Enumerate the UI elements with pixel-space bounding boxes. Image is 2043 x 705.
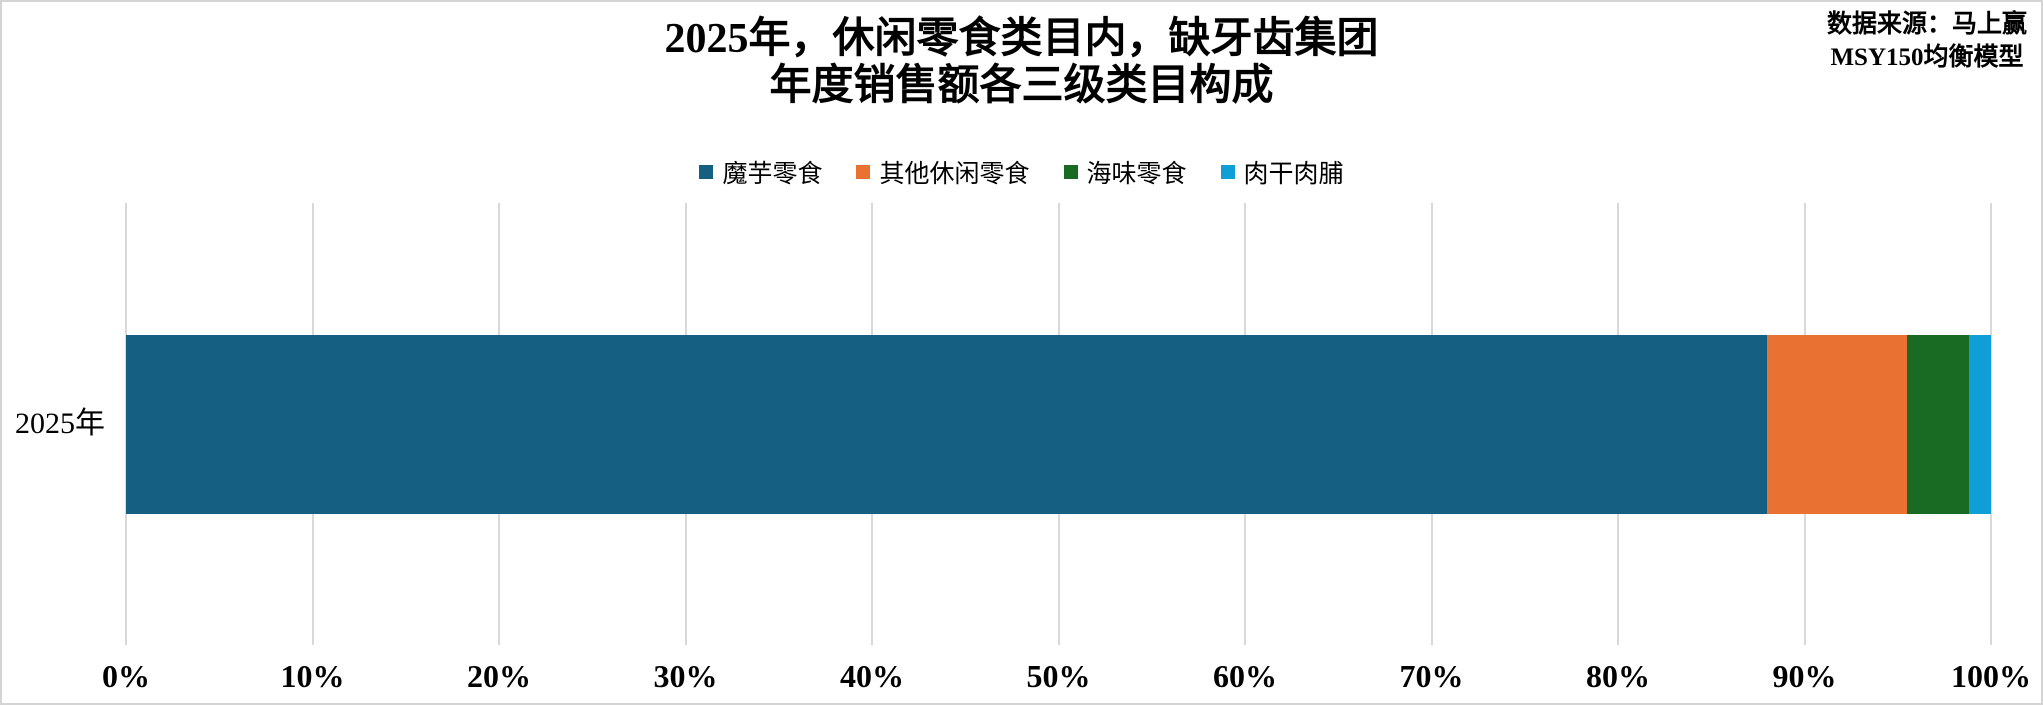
- x-tick-label-100: 100%: [1951, 658, 2031, 694]
- plot-area: [125, 203, 1992, 645]
- bar-segment-4: [1968, 335, 1991, 514]
- gridline-100: [1990, 203, 1992, 645]
- x-tick-label-40: 40%: [840, 658, 904, 694]
- bar-segment-1: [126, 335, 1768, 514]
- legend: 魔芋零食 其他休闲零食 海味零食 肉干肉脯: [2, 154, 2041, 190]
- x-tick-label-70: 70%: [1399, 658, 1464, 694]
- legend-item-3: 海味零食: [1063, 154, 1187, 190]
- legend-swatch-icon: [1063, 165, 1078, 179]
- chart-title-line1: 2025年，休闲零食类目内，缺牙齿集团: [664, 16, 1379, 62]
- x-tick-label-60: 60%: [1213, 658, 1277, 694]
- x-tick-label-90: 90%: [1772, 658, 1837, 694]
- x-tick-label-80: 80%: [1586, 658, 1650, 694]
- stacked-bar-row-2025: [126, 335, 1991, 514]
- chart-title-line2: 年度销售额各三级类目构成: [769, 63, 1274, 109]
- legend-label: 魔芋零食: [722, 161, 823, 188]
- data-source-line2: MSY150均衡模型: [1830, 44, 2024, 71]
- chart-title: 2025年，休闲零食类目内，缺牙齿集团 年度销售额各三级类目构成: [2, 16, 2041, 110]
- legend-swatch-icon: [856, 165, 871, 179]
- x-tick-label-10: 10%: [280, 658, 345, 694]
- legend-label: 其他休闲零食: [879, 161, 1030, 188]
- x-tick-label-30: 30%: [653, 658, 718, 694]
- x-tick-label-20: 20%: [467, 658, 531, 694]
- y-axis-category-label: 2025年: [15, 407, 105, 440]
- x-tick-label-50: 50%: [1026, 658, 1091, 694]
- legend-label: 海味零食: [1086, 161, 1187, 188]
- bar-segment-3: [1907, 335, 1969, 514]
- x-axis-tick-labels: 0% 10% 20% 30% 40% 50% 60% 70% 80% 90% 100%: [102, 658, 2031, 702]
- legend-item-4: 肉干肉脯: [1220, 154, 1344, 190]
- data-source-line1: 数据来源：马上赢: [1826, 11, 2027, 38]
- legend-item-2: 其他休闲零食: [856, 154, 1030, 190]
- data-source-note: 数据来源：马上赢 MSY150均衡模型: [1827, 8, 2027, 74]
- legend-swatch-icon: [699, 165, 714, 179]
- legend-item-1: 魔芋零食: [699, 154, 822, 190]
- bar-segment-2: [1767, 335, 1908, 514]
- legend-swatch-icon: [1220, 165, 1235, 179]
- legend-label: 肉干肉脯: [1243, 161, 1344, 188]
- x-tick-label-0: 0%: [102, 658, 150, 694]
